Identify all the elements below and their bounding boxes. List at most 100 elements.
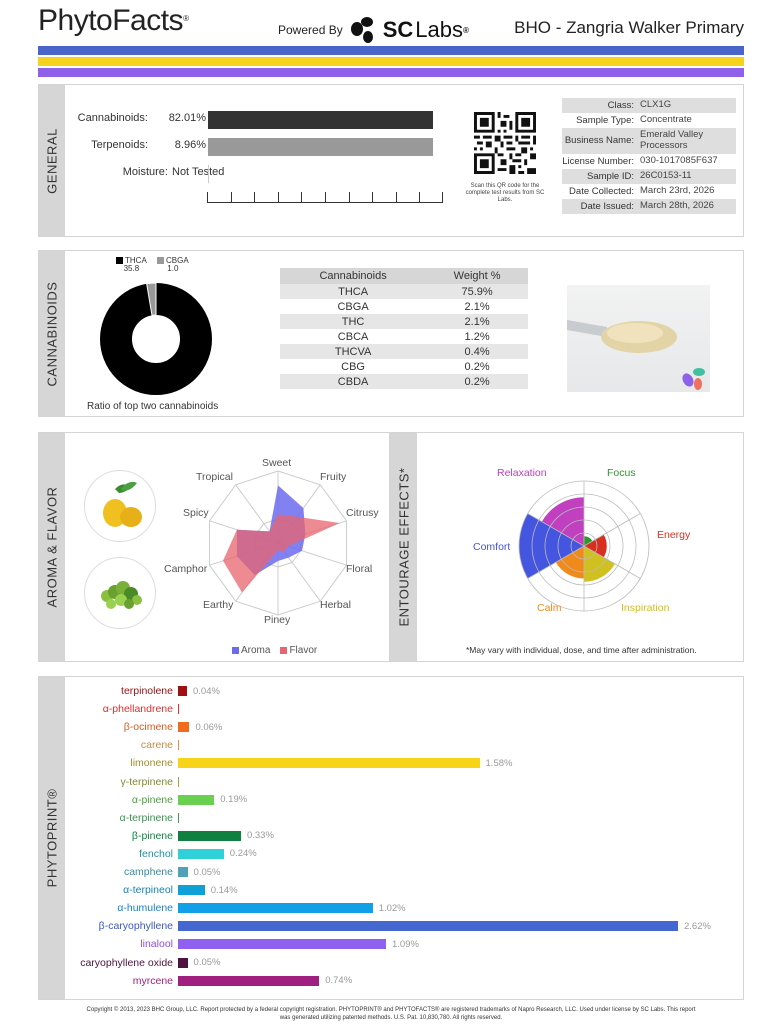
terpene-name: α-terpineol — [123, 884, 173, 897]
section-label: PHYTOPRINT® — [44, 788, 60, 888]
cannabinoid-donut-chart — [100, 283, 212, 395]
terpene-value: 0.05% — [193, 866, 221, 878]
terpene-bar — [178, 867, 188, 877]
cell-weight: 2.1% — [464, 300, 490, 313]
terpene-bar — [178, 812, 179, 823]
info-key: Class: — [607, 100, 634, 111]
axis-earthy: Earthy — [203, 599, 234, 611]
product-photo — [567, 285, 710, 392]
axis-citrusy: Citrusy — [346, 507, 379, 519]
footer-line-2: was generated utilizing patented methods… — [279, 1014, 503, 1021]
terpene-value: 0.14% — [210, 884, 238, 896]
info-value: 030-1017085F637 — [640, 154, 718, 166]
terpene-value: 2.62% — [684, 920, 711, 932]
concentrate-on-spatula-icon — [567, 320, 705, 390]
cannabinoids-bar — [208, 111, 433, 129]
labs-mark: ® — [462, 25, 469, 35]
section-label: AROMA & FLAVOR — [44, 486, 60, 608]
row-value: 82.01% — [168, 112, 206, 124]
terpene-value: 1.58% — [485, 757, 513, 769]
table-row: CBG 0.2% — [280, 359, 528, 374]
table-row: THC 2.1% — [280, 314, 528, 329]
info-key: Date Collected: — [569, 185, 634, 197]
terpene-name: linalool — [140, 938, 173, 951]
info-key: Sample ID: — [587, 170, 634, 182]
legend-flavor: Flavor — [280, 645, 317, 656]
terpene-name: terpinolene — [121, 685, 173, 697]
table-row: CBGA 2.1% — [280, 299, 528, 314]
col-cannabinoids: Cannabinoids — [280, 268, 427, 284]
info-value: Concentrate — [640, 114, 692, 125]
legend-name: CBGA — [166, 256, 189, 265]
info-row-date-issued: Date Issued: March 28th, 2026 — [562, 198, 736, 214]
legend-value: 35.8 — [123, 264, 140, 273]
legend-label: Aroma — [241, 645, 271, 656]
terpene-name: α-terpinene — [119, 811, 173, 824]
terpene-bar — [178, 704, 179, 715]
terpene-row: β-pinene 0.33% — [60, 827, 274, 845]
sc-labs-logo-icon — [350, 17, 373, 43]
aroma-flavor-section: AROMA & FLAVOR — [38, 432, 390, 662]
terpene-name: fenchol — [139, 847, 173, 860]
terpene-name: limonene — [130, 757, 173, 770]
cell-weight: 0.4% — [426, 344, 528, 359]
table-row: THCVA 0.4% — [280, 344, 528, 359]
terpene-value: 0.74% — [325, 975, 353, 987]
terpene-bar — [178, 939, 386, 950]
info-row-date-collected: Date Collected: March 23rd, 2026 — [562, 184, 736, 199]
general-axis — [207, 192, 443, 203]
cell-name: CBDA — [280, 374, 427, 389]
qr-code-icon[interactable] — [474, 112, 536, 174]
terpenoids-row: Terpenoids: 8.96% — [38, 139, 206, 151]
info-value: Emerald Valley Processors — [640, 129, 704, 151]
effect-energy: Energy — [657, 529, 691, 541]
info-row-class: Class: CLX1G — [562, 98, 736, 113]
row-label: Cannabinoids: — [77, 112, 148, 124]
legend-label: Flavor — [289, 645, 318, 656]
terpene-bar — [178, 975, 320, 986]
sc-labs-wordmark: SC Labs ® — [383, 17, 469, 43]
terpene-row: camphene 0.05% — [60, 863, 221, 881]
sc-text: SC — [382, 17, 414, 42]
stripe-yellow — [38, 57, 744, 66]
terpene-bar — [178, 776, 179, 787]
axis-piney: Piney — [264, 614, 291, 626]
terpene-row: myrcene 0.74% — [60, 972, 352, 990]
legend-value: 1.0 — [167, 264, 179, 273]
legend-aroma: Aroma — [232, 645, 270, 656]
qr-caption: Scan this QR code for the complete test … — [465, 183, 545, 204]
terpene-name: α-phellandrene — [102, 703, 173, 716]
cell-name: CBCA — [337, 330, 369, 343]
product-title: BHO - Zangria Walker Primary — [514, 18, 744, 37]
terpene-bar — [178, 848, 224, 859]
section-label: ENTOURAGE EFFECTS* — [396, 467, 412, 627]
axis-herbal: Herbal — [320, 599, 351, 611]
phytofacts-logo: PhytoFacts® — [38, 4, 189, 38]
terpene-row: fenchol 0.24% — [60, 845, 257, 863]
terpene-name: carene — [140, 739, 173, 752]
col-weight: Weight % — [426, 268, 528, 284]
cell-name: THCA — [280, 284, 427, 299]
entourage-sidebar: ENTOURAGE EFFECTS* — [391, 433, 417, 661]
terpene-name: α-humulene — [117, 902, 173, 915]
terpene-value: 1.09% — [392, 938, 419, 950]
cannabinoids-sidebar: CANNABINOIDS — [39, 251, 65, 416]
terpene-name: β-caryophyllene — [98, 920, 173, 933]
cell-name: THCVA — [280, 344, 427, 359]
table-header: Cannabinoids Weight % — [280, 268, 528, 284]
entourage-note: *May vary with individual, dose, and tim… — [466, 645, 697, 655]
brand-name: PhytoFacts — [38, 4, 184, 37]
terpene-bar — [178, 794, 215, 805]
info-key: Sample Type: — [576, 115, 634, 126]
radar-legend: Aroma Flavor — [232, 645, 317, 656]
effect-inspiration: Inspiration — [621, 602, 670, 614]
effect-relaxation: Relaxation — [497, 467, 547, 479]
phytoprint-sidebar: PHYTOPRINT® — [39, 677, 65, 999]
terpene-name: β-pinene — [131, 829, 173, 842]
terpene-bar — [178, 921, 678, 932]
info-row-sample-id: Sample ID: 26C0153-11 — [562, 168, 736, 184]
info-key: Date Issued: — [580, 200, 634, 212]
axis-floral: Floral — [346, 563, 373, 575]
copyright-footer: Copyright © 2013, 2023 BHC Group, LLC. R… — [30, 1007, 752, 1022]
terpene-bar — [178, 758, 480, 769]
